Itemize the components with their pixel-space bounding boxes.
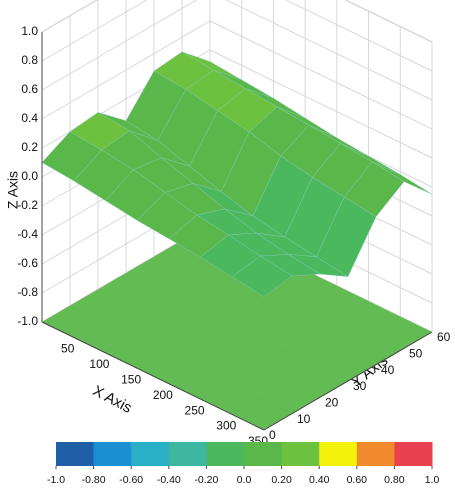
z-tick-label: -0.4 [17,227,38,241]
colorbar-tick-label: -1.0 [47,474,65,486]
z-tick-label: 1.0 [21,24,38,38]
y-tick-label: 40 [381,363,395,377]
grid-line [41,0,433,43]
floor-projection [42,224,432,430]
z-tick-label: 0.2 [21,140,38,154]
colorbar-swatch [281,442,320,466]
colorbar-tick-label: 0.40 [309,474,330,486]
z-tick-label: 0.8 [21,53,38,67]
x-tick-label: 150 [121,372,141,386]
surface-patch [231,255,293,297]
colorbar-tick-label: 0.0 [237,474,252,486]
colorbar-tick-label: 0.60 [347,474,368,486]
colorbar-tick-label: -0.40 [157,474,181,486]
y-tick-label: 60 [437,330,451,344]
colorbar-tick-label: 0.80 [384,474,405,486]
z-tick-label: -0.8 [17,285,38,299]
y-tick-label: 20 [325,396,339,410]
x-axis-label: X Axis [90,382,135,417]
colorbar-tick-label: 0.20 [271,474,292,486]
colorbar-swatch [244,442,283,466]
y-tick-label: 0 [269,428,276,442]
x-tick-label: 100 [89,357,109,371]
y-tick-label: 30 [353,379,367,393]
z-tick-label: -1.0 [17,314,38,328]
y-tick-label: 50 [409,347,423,361]
colorbar-swatch [206,442,245,466]
colorbar-swatch [394,442,433,466]
colorbar-tick-label: 1.0 [425,474,440,486]
colorbar-tick-label: -0.60 [119,474,143,486]
x-tick-label: 200 [153,388,173,402]
x-tick-label: 50 [61,342,75,356]
z-tick-label: 0.4 [21,111,38,125]
z-tick-label: 0.6 [21,82,38,96]
z-tick-label: -0.6 [17,256,38,270]
z-tick-label: 0.0 [21,169,38,183]
y-axis [263,331,433,431]
z-axis-label: Z Axis [5,171,21,209]
colorbar-swatch [168,442,207,466]
colorbar-tick-label: -0.80 [82,474,106,486]
colorbar-swatch [356,442,395,466]
z-tick-label: -0.2 [17,198,38,212]
colorbar-swatch [131,442,170,466]
colorbar-tick-label: -0.20 [194,474,218,486]
x-axis [41,321,265,431]
x-tick-label: 250 [185,403,205,417]
colorbar-swatch [56,442,95,466]
y-tick-label: 10 [297,412,311,426]
colorbar-swatch [93,442,132,466]
colorbar-swatch [319,442,358,466]
x-tick-label: 300 [216,419,236,433]
